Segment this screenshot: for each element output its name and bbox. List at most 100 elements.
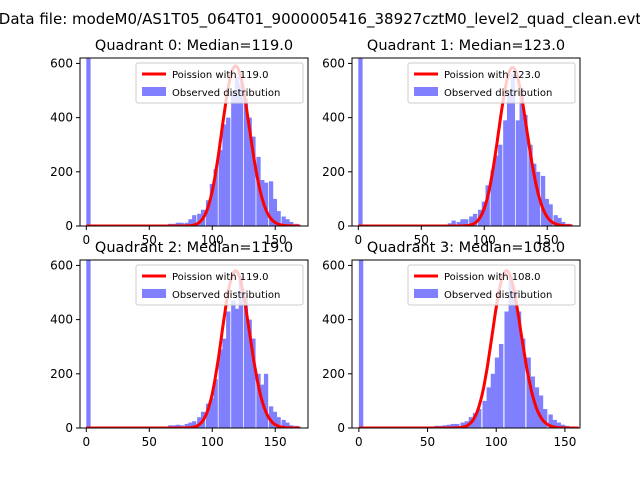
x-tick-label: 100 — [473, 233, 496, 247]
histogram-bar — [528, 144, 533, 226]
histogram-bar — [494, 357, 500, 428]
legend-hist-swatch — [414, 289, 438, 298]
histogram-bar — [184, 423, 189, 428]
x-tick-label: 0 — [354, 233, 362, 247]
histogram-series — [358, 58, 571, 226]
legend: Poission with 119.0 Observed distribution — [135, 62, 304, 104]
x-tick-label: 0 — [355, 435, 363, 449]
histogram-bar — [490, 373, 496, 428]
histogram-bar — [472, 213, 478, 226]
histogram-bar — [209, 184, 215, 226]
x-tick-label: 150 — [264, 233, 287, 247]
histogram-bar — [530, 376, 535, 428]
histogram-bar — [86, 58, 91, 226]
legend-label: Poission with 119.0 — [172, 70, 268, 81]
histogram-bar — [226, 311, 231, 428]
histogram-bar — [456, 221, 461, 226]
histogram-bar — [542, 409, 548, 428]
legend-label: Observed distribution — [172, 88, 280, 99]
subplot-quadrant-1: 0 50 100 150 0 200 400 600 Quadrant 1: Median=12… — [322, 38, 581, 247]
histogram-bar — [179, 222, 184, 226]
histogram-bar — [205, 200, 211, 226]
subplot-title: Quadrant 3: Median=108.0 — [367, 240, 565, 256]
legend-hist-swatch — [142, 87, 166, 96]
legend-label: Poission with 119.0 — [172, 272, 268, 283]
y-tick-label: 400 — [50, 111, 73, 125]
histogram-series — [358, 260, 570, 428]
histogram-bar — [276, 417, 281, 428]
subplot-title: Quadrant 2: Median=119.0 — [95, 240, 293, 256]
x-tick-label: 150 — [553, 435, 576, 449]
subplot-grid: 0 50 100 150 0 200 400 600 Quadrant 0: Median=11… — [50, 38, 581, 449]
histogram-bar — [197, 213, 202, 226]
histogram-bar — [485, 185, 490, 226]
histogram-bar — [486, 387, 491, 428]
histogram-bar — [238, 83, 244, 226]
histogram-bar — [247, 117, 252, 226]
legend-hist-swatch — [142, 289, 166, 298]
histogram-bar — [251, 136, 256, 226]
histogram-bar — [272, 198, 278, 226]
histogram-bar — [532, 163, 537, 226]
histogram-bar — [251, 338, 256, 428]
histogram-bar — [188, 219, 193, 226]
y-tick-label: 0 — [337, 421, 345, 435]
subplot-title: Quadrant 0: Median=119.0 — [95, 38, 293, 54]
legend-box — [135, 264, 304, 306]
subplot-quadrant-2: 0 50 100 150 0 200 400 600 Quadrant 2: Median=11… — [50, 240, 309, 449]
histogram-bar — [218, 150, 223, 226]
histogram-bar — [540, 175, 546, 226]
figure-suptitle: Data file: modeM0/AS1T05_064T01_90000054… — [0, 10, 640, 29]
y-tick-label: 400 — [322, 313, 345, 327]
x-tick-label: 50 — [142, 233, 157, 247]
histogram-bar — [247, 319, 252, 428]
histogram-bar — [272, 411, 278, 428]
histogram-bar — [508, 276, 513, 428]
x-tick-label: 150 — [264, 435, 287, 449]
histogram-bar — [472, 413, 478, 428]
axes-frame — [351, 259, 581, 429]
y-tick-label: 600 — [50, 258, 73, 272]
y-tick-label: 600 — [50, 56, 73, 70]
y-tick-label: 400 — [50, 313, 73, 327]
axes-frame — [79, 57, 309, 227]
histogram-bar — [490, 170, 495, 226]
histogram-bar — [548, 414, 553, 428]
legend: Poission with 123.0 Observed distribution — [407, 62, 576, 104]
histogram-bar — [238, 276, 244, 428]
histogram-bar — [510, 74, 516, 226]
histogram-bar — [231, 90, 236, 226]
histogram-bar — [460, 219, 465, 226]
histogram-bar — [358, 58, 363, 226]
histogram-bar — [209, 398, 215, 428]
histogram-bar — [544, 198, 550, 226]
histogram-bar — [188, 422, 193, 428]
histogram-bar — [526, 357, 531, 428]
histogram-bar — [213, 379, 218, 428]
y-tick-label: 0 — [337, 219, 345, 233]
histogram-bar — [86, 260, 91, 428]
histogram-bar — [234, 308, 240, 428]
histogram-bar — [231, 300, 236, 428]
histogram-bar — [175, 222, 181, 226]
legend-box — [407, 62, 576, 104]
histogram-bar — [506, 90, 512, 226]
y-tick-label: 200 — [50, 367, 73, 381]
histogram-bar — [281, 419, 286, 428]
legend-label: Poission with 123.0 — [444, 70, 540, 81]
histogram-bar — [446, 424, 452, 428]
legend-label: Observed distribution — [444, 88, 552, 99]
poisson-fit-line — [86, 64, 301, 226]
histogram-bar — [451, 220, 456, 226]
histogram-bar — [281, 216, 286, 226]
histogram-bar — [234, 76, 240, 226]
x-tick-label: 0 — [82, 233, 90, 247]
histogram-bar — [498, 344, 504, 428]
histogram-bar — [450, 423, 456, 428]
histogram-bar — [556, 422, 562, 428]
histogram-bar — [192, 421, 197, 428]
histogram-bar — [516, 311, 522, 428]
histogram-bar — [469, 216, 474, 226]
histogram-bar — [263, 373, 269, 428]
